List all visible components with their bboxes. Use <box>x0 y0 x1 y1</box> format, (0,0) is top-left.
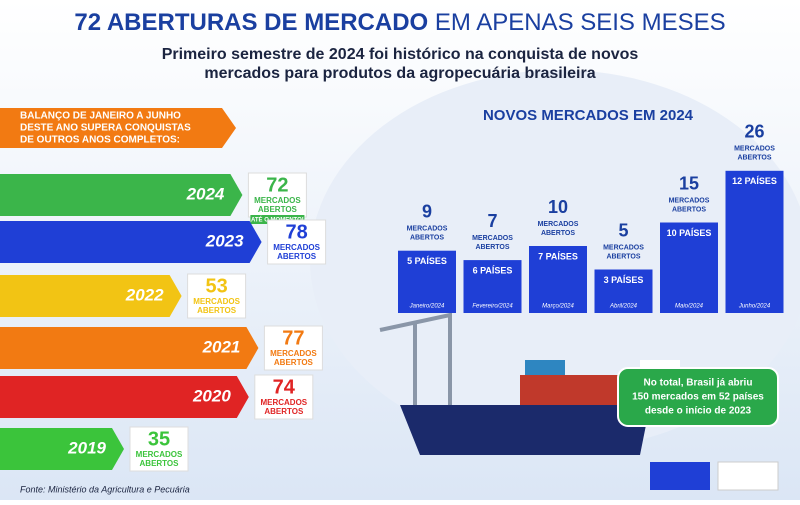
value-label: 7 <box>487 211 497 231</box>
value-caption: ABERTOS <box>737 155 771 162</box>
subtitle: mercados para produtos da agropecuária b… <box>204 65 595 82</box>
value-caption: MERCADOS <box>669 197 710 204</box>
bar <box>529 246 587 313</box>
value-label: 5 <box>618 220 628 240</box>
value-label: 9 <box>422 201 432 221</box>
value-label: 72 <box>266 174 288 196</box>
value-label: 78 <box>285 221 307 243</box>
value-box <box>187 273 247 319</box>
country-label: 7 PAÍSES <box>538 251 578 261</box>
year-bar <box>0 327 259 369</box>
total-note: No total, Brasil já abriu <box>644 378 753 389</box>
value-caption: ABERTOS <box>277 252 317 261</box>
crane <box>379 312 452 405</box>
total-note: desde o início de 2023 <box>645 406 752 417</box>
bar <box>660 222 718 313</box>
value-caption: MERCADOS <box>538 221 579 228</box>
bar <box>398 250 456 313</box>
value-caption: MERCADOS <box>136 450 183 459</box>
year-bar <box>0 174 243 216</box>
value-caption: ABERTOS <box>140 459 180 468</box>
bar <box>725 170 784 313</box>
year-bar <box>0 428 124 470</box>
year-label: 2022 <box>125 285 164 304</box>
country-label: 5 PAÍSES <box>407 256 447 266</box>
year-label: 2023 <box>205 231 244 250</box>
value-box <box>254 374 314 420</box>
x-tick-label: Março/2024 <box>542 304 574 310</box>
year-bar <box>0 275 182 317</box>
value-caption: ABERTOS <box>274 358 314 367</box>
value-box <box>263 325 323 371</box>
value-caption: MERCADOS <box>193 297 240 306</box>
total-note: 150 mercados em 52 países <box>632 392 764 403</box>
year-label: 2024 <box>186 184 225 203</box>
year-bar <box>0 221 262 263</box>
value-caption: ABERTOS <box>606 253 640 260</box>
value-caption: ABERTOS <box>410 235 444 242</box>
value-label: 26 <box>744 122 764 142</box>
value-label: 74 <box>273 376 296 398</box>
x-tick-label: Junho/2024 <box>738 304 771 310</box>
title-light: EM APENAS SEIS MESES <box>435 9 726 36</box>
value-caption: MERCADOS <box>407 226 448 233</box>
intro-box <box>0 108 236 148</box>
chart-title: NOVOS MERCADOS EM 2024 <box>483 107 694 124</box>
country-label: 6 PAÍSES <box>473 265 513 275</box>
ship-hull <box>400 405 650 455</box>
year-label: 2021 <box>202 337 241 356</box>
value-caption: MERCADOS <box>273 243 320 252</box>
value-label: 53 <box>205 275 227 297</box>
value-caption: ABERTOS <box>672 206 706 213</box>
value-box <box>129 426 189 472</box>
intro: DESTE ANO SUPERA CONQUISTAS <box>20 123 191 134</box>
value-label: 10 <box>548 197 568 217</box>
year-bar <box>0 376 249 418</box>
value-label: 77 <box>282 327 304 349</box>
year-label: 2019 <box>67 438 106 457</box>
value-box <box>267 219 327 265</box>
value-caption: MERCADOS <box>270 349 317 358</box>
subtitle: Primeiro semestre de 2024 foi histórico … <box>162 46 639 63</box>
total-box <box>617 367 779 427</box>
bar <box>463 260 522 313</box>
title: 72 ABERTURAS DE MERCADO EM APENAS SEIS M… <box>74 9 725 36</box>
value-caption: ABERTOS <box>197 306 237 315</box>
country-label: 3 PAÍSES <box>604 275 644 285</box>
containers <box>525 360 565 375</box>
country-label: 12 PAÍSES <box>732 176 777 186</box>
country-label: 10 PAÍSES <box>667 228 712 238</box>
title-bold: 72 ABERTURAS DE MERCADO <box>74 9 428 36</box>
source: Fonte: Ministério da Agricultura e Pecuá… <box>20 484 190 494</box>
value-caption: MERCADOS <box>734 146 775 153</box>
value-caption: ABERTOS <box>264 407 304 416</box>
logo <box>650 462 710 490</box>
bar <box>594 269 653 313</box>
value-caption: MERCADOS <box>472 235 513 242</box>
value-caption: MERCADOS <box>254 196 301 205</box>
x-tick-label: Abril/2024 <box>609 304 638 310</box>
x-tick-label: Fevereiro/2024 <box>472 304 513 310</box>
year-label: 2020 <box>192 386 231 405</box>
intro: BALANÇO DE JANEIRO A JUNHO <box>20 111 181 122</box>
value-caption: ABERTOS <box>541 230 575 237</box>
value-caption: ABERTOS <box>258 205 298 214</box>
value-caption: MERCADOS <box>603 244 644 251</box>
x-tick-label: Maio/2024 <box>675 304 704 310</box>
containers <box>520 375 620 405</box>
value-label: 35 <box>148 428 170 450</box>
intro: DE OUTROS ANOS COMPLETOS: <box>20 135 180 146</box>
value-caption: ABERTOS <box>475 244 509 251</box>
value-caption: MERCADOS <box>260 398 307 407</box>
x-tick-label: Janeiro/2024 <box>409 304 445 310</box>
value-label: 15 <box>679 173 699 193</box>
logo <box>717 461 779 491</box>
